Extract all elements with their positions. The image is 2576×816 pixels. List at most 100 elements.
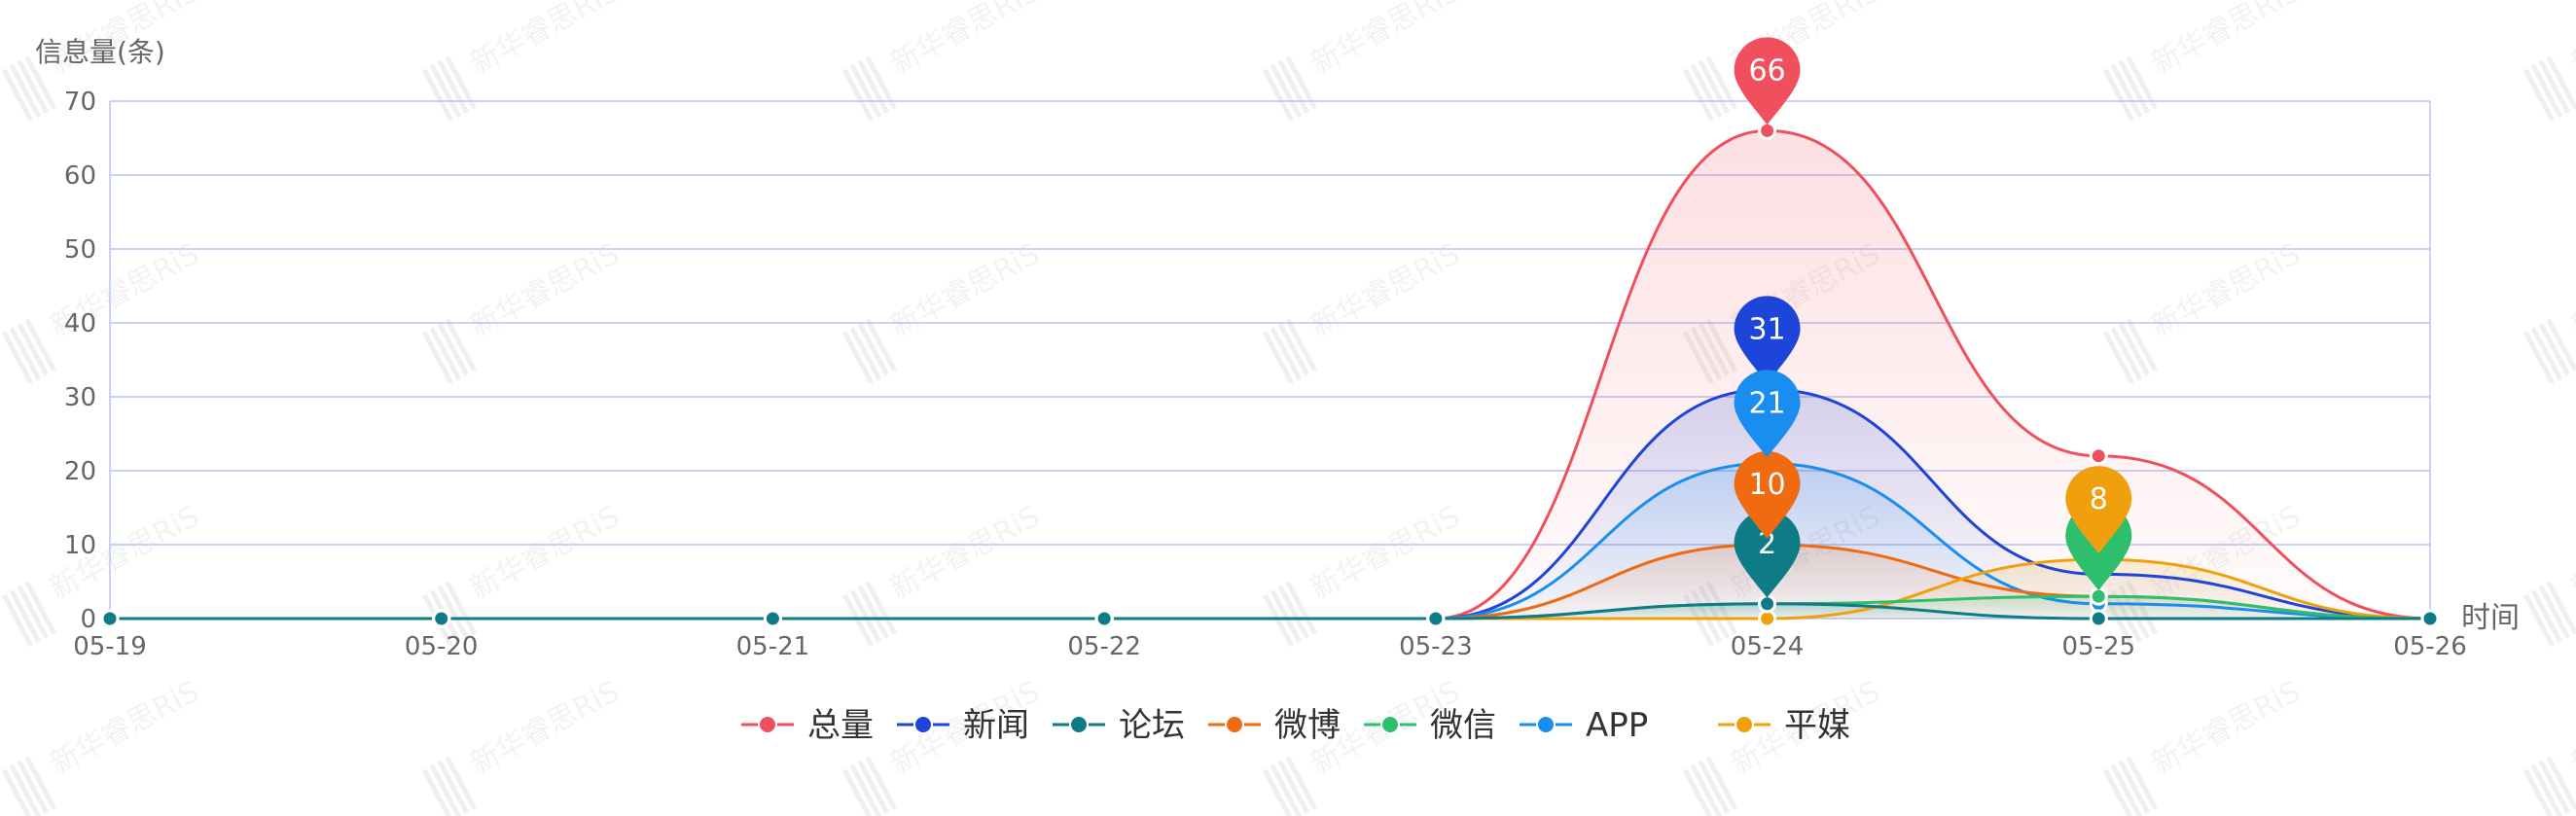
peak-value-label: 2 <box>1758 527 1776 561</box>
watermark-logo-stroke <box>2 768 33 816</box>
watermark-logo-stroke <box>18 60 49 114</box>
series-line-论坛 <box>110 602 2430 621</box>
watermark-logo-icon <box>2103 757 2158 816</box>
peak-pin-shape <box>1734 37 1801 125</box>
watermark-logo-icon <box>1263 582 1317 647</box>
legend-item-新闻[interactable]: 新闻 <box>897 706 1029 745</box>
legend-item-总量[interactable]: 总量 <box>741 706 874 745</box>
watermark: 新华睿思RiS <box>2523 237 2576 384</box>
watermark: 新华睿思RiS <box>2103 237 2306 384</box>
watermark-logo-stroke <box>430 327 461 380</box>
watermark-logo-stroke <box>2 68 33 122</box>
watermark-logo-stroke <box>1278 585 1309 639</box>
watermark: 新华睿思RiS <box>1263 500 1465 647</box>
watermark-text: 新华睿思RiS <box>2565 0 2576 82</box>
peak-pin-shape <box>1734 296 1801 384</box>
watermark-text: 新华睿思RiS <box>1305 0 1465 82</box>
x-tick-label: 05-26 <box>2393 632 2467 661</box>
y-tick-label: 10 <box>64 531 96 560</box>
watermark: 新华睿思RiS <box>2 675 204 816</box>
watermark-logo-stroke <box>25 757 56 810</box>
watermark-logo-stroke <box>850 64 881 118</box>
watermark-logo-stroke <box>850 327 881 380</box>
data-point <box>1758 609 1777 628</box>
y-tick-label: 0 <box>80 605 96 634</box>
watermark-logo-stroke <box>2 593 33 647</box>
peak-pin-shape <box>1734 510 1801 598</box>
watermark: 新华睿思RiS <box>422 675 625 816</box>
watermark-logo-icon <box>1263 56 1317 122</box>
legend-dot-icon <box>1380 715 1400 734</box>
watermark-logo-stroke <box>10 327 41 380</box>
watermark-logo-stroke <box>2119 761 2150 814</box>
legend-dot-icon <box>913 715 933 734</box>
watermark-logo-stroke <box>1699 60 1730 114</box>
watermark-text: 新华睿思RiS <box>884 237 1045 344</box>
series-area-微博 <box>110 545 2430 619</box>
legend-dot-icon <box>1225 715 1244 734</box>
watermark-text: 新华睿思RiS <box>2145 675 2306 782</box>
watermark-logo-icon <box>2 56 56 122</box>
watermark-logo-stroke <box>2523 331 2555 384</box>
x-tick-label: 05-21 <box>736 632 810 661</box>
watermark-logo-icon <box>2523 319 2576 384</box>
watermark-text: 新华睿思RiS <box>884 500 1045 607</box>
legend[interactable]: 总量 新闻 论坛 微博 微信 APP 平媒 <box>741 706 1850 745</box>
watermark-logo-stroke <box>1270 589 1302 643</box>
watermark-logo-stroke <box>842 593 874 647</box>
watermark: 新华睿思RiS <box>842 500 1045 647</box>
watermark-logo-stroke <box>858 323 889 376</box>
legend-label: 微信 <box>1430 706 1496 745</box>
y-tick-label: 50 <box>64 235 96 265</box>
legend-label: APP <box>1586 706 1648 745</box>
watermark-logo-stroke <box>2523 768 2555 816</box>
watermark-logo-stroke <box>866 319 897 373</box>
watermark-logo-stroke <box>866 56 897 110</box>
y-tick-label: 70 <box>64 88 96 117</box>
watermark-logo-stroke <box>25 319 56 373</box>
watermark-logo-stroke <box>858 585 889 639</box>
legend-item-平媒[interactable]: 平媒 <box>1718 706 1850 745</box>
legend-item-APP[interactable]: APP <box>1520 706 1648 745</box>
watermark-logo-stroke <box>446 757 477 810</box>
watermark-logo-icon <box>1683 56 1737 122</box>
watermark-text: 新华睿思RiS <box>464 675 625 782</box>
watermark-logo-stroke <box>2103 768 2134 816</box>
watermark-logo-stroke <box>2531 64 2562 118</box>
watermark-logo-stroke <box>2111 764 2142 816</box>
watermark-logo-stroke <box>446 56 477 110</box>
watermark: 新华睿思RiS <box>2523 500 2576 647</box>
watermark-logo-icon <box>2523 56 2576 122</box>
watermark-logo-stroke <box>866 582 897 635</box>
watermark-logo-icon <box>2 757 56 816</box>
watermark-logo-stroke <box>1263 68 1294 122</box>
watermark-logo-stroke <box>1706 757 1737 810</box>
watermark-text: 新华睿思RiS <box>464 0 625 82</box>
watermark-logo-stroke <box>850 764 881 816</box>
data-point <box>1758 121 1777 140</box>
legend-dot-icon <box>758 715 777 734</box>
data-point <box>763 609 782 628</box>
watermark: 新华睿思RiS <box>2523 0 2576 122</box>
watermark-logo-stroke <box>2111 327 2142 380</box>
watermark-text: 新华睿思RiS <box>884 0 1045 82</box>
legend-item-微博[interactable]: 微博 <box>1208 706 1341 745</box>
legend-item-论坛[interactable]: 论坛 <box>1053 706 1185 745</box>
watermark-logo-stroke <box>842 768 874 816</box>
data-point <box>2089 609 2108 628</box>
legend-item-微信[interactable]: 微信 <box>1364 706 1496 745</box>
peak-value-label: 21 <box>1748 386 1785 420</box>
peak-value-label: 31 <box>1748 312 1785 346</box>
watermark-logo-stroke <box>1683 68 1714 122</box>
watermark-text: 新华睿思RiS <box>2145 237 2306 344</box>
peak-pin: 31 <box>1734 296 1801 384</box>
watermark-logo-stroke <box>10 64 41 118</box>
watermark-logo-stroke <box>422 68 453 122</box>
watermark-logo-stroke <box>1286 56 1317 110</box>
watermark: 新华睿思RiS <box>1263 237 1465 384</box>
y-tick-label: 30 <box>64 383 96 412</box>
watermark-logo-stroke <box>430 764 461 816</box>
watermark-logo-stroke <box>2523 593 2555 647</box>
watermark-logo-stroke <box>858 60 889 114</box>
